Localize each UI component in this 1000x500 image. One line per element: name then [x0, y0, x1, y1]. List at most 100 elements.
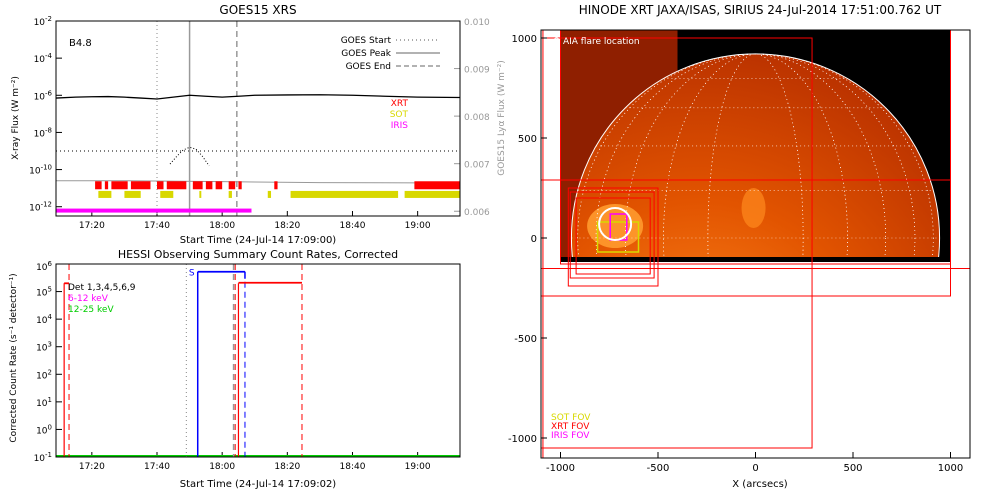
- xrt-annotation: O AIA flare location: [553, 37, 640, 47]
- xrt-coverage-bar: [111, 181, 128, 190]
- hessi-xlabel: Start Time (24-Jul-14 17:09:02): [180, 479, 337, 490]
- xrt-coverage-bar: [205, 181, 213, 190]
- hessi-xtick-label: 18:00: [209, 462, 235, 472]
- xrt-coverage-bar: [130, 181, 151, 190]
- goes-ytick-label: 10-8: [34, 126, 52, 139]
- goes-plot-area: 17:20 17:40 18:00 18:20 18:40 19:00 10-2 10-4 10…: [29, 15, 490, 231]
- goes-legend-label: GOES End: [346, 62, 391, 72]
- goes-xtick-label: 19:00: [405, 221, 431, 231]
- longitude-grid-line: [595, 53, 916, 262]
- goes-xrs-panel: GOES15 XRS 17:20 17:40 18:00 18:20 18:40 19:0…: [11, 3, 507, 246]
- goes-instrument-legend: IRIS: [391, 121, 409, 131]
- hessi-ytick-label: 100: [36, 423, 52, 436]
- sot-fov-box: [596, 221, 640, 253]
- hessi-plot-area: 17:20 17:40 18:00 18:20 18:40 19:00 105 104 103 1…: [34, 260, 460, 472]
- xrt-xtick-label: 500: [843, 463, 862, 474]
- xrt-coverage-bar: [192, 181, 203, 190]
- xrt-xtick-label: -1000: [546, 463, 575, 474]
- hessi-ytick-label: 101: [36, 396, 52, 409]
- hessi-xtick-label: 18:20: [274, 462, 300, 472]
- hessi-ytick-label: 103: [36, 341, 52, 354]
- xrt-coverage-bar: [274, 181, 278, 190]
- hessi-xtick-label: 19:00: [405, 462, 431, 472]
- longitude-grid-line: [707, 53, 804, 262]
- sot-coverage-bar: [267, 190, 272, 198]
- goes-y2tick-label: 0.010: [464, 18, 490, 28]
- xrt-fov-box: [575, 197, 651, 275]
- goes-xlabel: Start Time (24-Jul-14 17:09:00): [180, 235, 337, 246]
- goes-ytick-label: 10-12: [29, 201, 52, 214]
- hessi-legend-label: Det 1,3,4,5,6,9: [68, 283, 136, 293]
- sot-coverage-bar: [228, 190, 232, 198]
- hessi-panel: HESSI Observing Summary Count Rates, Cor…: [9, 248, 461, 490]
- hessi-xtick-label: 17:40: [144, 462, 170, 472]
- xrt-coverage-bar: [238, 181, 242, 190]
- hessi-ytick-label: 104: [36, 313, 52, 326]
- goes-xtick-label: 17:40: [144, 221, 170, 231]
- hessi-saa-label: S: [189, 269, 195, 279]
- xrt-fov-legend-label: XRT FOV: [551, 422, 590, 432]
- xrt-coverage-bar: [104, 181, 109, 190]
- xrt-fov-box: [569, 191, 655, 279]
- goes-y2label: GOES15 Lyα Flux (W m⁻²): [497, 60, 507, 176]
- goes-legend-label: GOES Peak: [341, 49, 391, 59]
- hessi-legend-label: 6-12 keV: [68, 294, 109, 304]
- goes-frame: [55, 20, 461, 217]
- xrt-image-panel: HINODE XRT JAXA/ISAS, SIRIUS 24-Jul-2014…: [508, 3, 971, 490]
- goes-legend-label: GOES Start: [341, 36, 392, 46]
- hessi-ytick-label: 105: [36, 286, 52, 299]
- hessi-ylabel: Corrected Count Rate (s⁻¹ detector⁻¹): [9, 273, 19, 442]
- xrt-coverage-bar: [414, 181, 460, 190]
- xrt-ytick-label: 1000: [512, 34, 537, 45]
- xrt-xlabel: X (arcsecs): [732, 479, 788, 490]
- goes-y2tick-label: 0.007: [464, 161, 490, 171]
- xrt-ytick-label: -1000: [508, 434, 537, 445]
- active-region-center: [741, 188, 766, 228]
- goes-xtick-label: 18:00: [209, 221, 235, 231]
- xrt-coverage-bar: [157, 181, 164, 190]
- solar-disk: [571, 53, 940, 262]
- xrt-xtick-label: 0: [752, 463, 758, 474]
- solar-limb: [570, 53, 941, 262]
- xrt-fov-legend-label: SOT FOV: [551, 413, 591, 423]
- xrt-fov-legend-label: IRIS FOV: [551, 431, 590, 441]
- sot-coverage-bar: [160, 190, 174, 198]
- goes-instrument-legend: XRT: [391, 99, 409, 109]
- goes-xtick-label: 18:20: [274, 221, 300, 231]
- xrt-xtick-label: 1000: [938, 463, 963, 474]
- goes-ytick-label: 10-10: [29, 164, 52, 177]
- goes-ylabel: X-ray Flux (W m⁻²): [11, 76, 21, 160]
- xrt-coverage-bar: [95, 181, 102, 190]
- xrt-coverage-bar: [228, 181, 236, 190]
- xrt-fov-box: [541, 268, 970, 269]
- goes-xtick-label: 17:20: [79, 221, 105, 231]
- goes-series-line: [55, 94, 461, 100]
- sot-coverage-bar: [124, 190, 141, 198]
- sot-coverage-bar: [98, 190, 112, 198]
- goes-ytick-label: 10-4: [34, 52, 53, 65]
- xrt-ytick-label: -500: [514, 334, 537, 345]
- goes-ytick-label: 10-6: [34, 89, 53, 102]
- goes-class-label: B4.8: [69, 38, 92, 49]
- goes-y2tick-label: 0.006: [464, 208, 490, 218]
- sot-coverage-bar: [199, 190, 202, 198]
- xrt-ytick-label: 500: [518, 134, 537, 145]
- goes-ytick-label: 10-2: [34, 15, 52, 28]
- sot-coverage-bar: [404, 190, 460, 198]
- active-region-bright: [587, 204, 644, 248]
- goes-y2tick-label: 0.008: [464, 113, 490, 123]
- xrt-coverage-bar: [215, 181, 223, 190]
- xrt-ytick-label: 0: [531, 234, 537, 245]
- xrt-solar-image: [560, 30, 951, 262]
- goes-series-line: [169, 146, 210, 167]
- aia-flare-location-marker: [598, 207, 633, 241]
- goes-title: GOES15 XRS: [219, 3, 296, 17]
- hessi-ytick-label: 102: [36, 368, 52, 381]
- xrt-coverage-bar: [166, 181, 187, 190]
- iris-coverage-bar: [56, 208, 252, 213]
- hessi-title: HESSI Observing Summary Count Rates, Cor…: [118, 248, 398, 261]
- hessi-legend-label: 12-25 keV: [68, 305, 114, 315]
- hessi-xtick-label: 17:20: [79, 462, 105, 472]
- hessi-xtick-label: 18:40: [340, 462, 366, 472]
